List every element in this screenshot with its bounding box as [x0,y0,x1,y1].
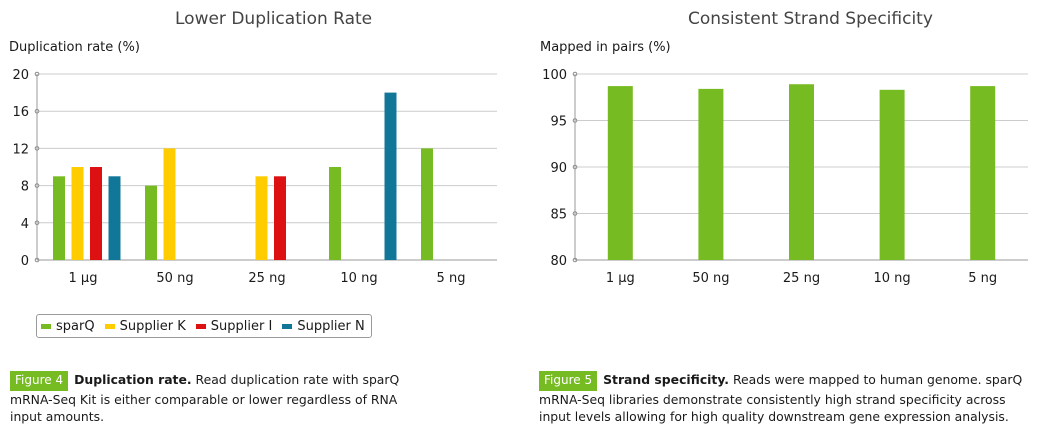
bar [90,167,102,260]
y-tick-label: 12 [12,142,29,157]
bars [607,84,996,260]
x-tick-label: 10 ng [874,271,911,286]
x-tick-label: 1 µg [606,271,635,286]
legend-label: Supplier K [119,318,186,334]
bar [274,176,286,260]
chart-legend: sparQ Supplier K Supplier I Supplier N [36,314,372,338]
bar [108,176,121,260]
strand-chart-panel: Consistent Strand Specificity Mapped in … [520,0,1039,446]
legend-item-supplier-n: Supplier N [282,318,365,334]
legend-swatch [104,323,115,329]
legend-item-supplier-k: Supplier K [104,318,186,334]
legend-swatch [195,323,206,329]
duplication-bar-chart: 0 4 8 12 16 20 1 µg 50 ng 25 ng 10 ng 5 ng [12,68,497,286]
chart-title: Consistent Strand Specificity [688,9,933,29]
duplication-chart-panel: Lower Duplication Rate Duplication rate … [9,9,497,425]
bars [53,92,433,260]
x-tick-label: 50 ng [156,271,193,286]
legend-label: Supplier I [210,318,273,334]
y-tick-label: 4 [21,217,29,232]
figure-caption-left: Figure 4 Duplication rate. Read duplicati… [10,371,430,425]
x-tick-label: 5 ng [437,271,466,286]
caption-text: Read duplication rate with sparQ mRNA-Se… [10,372,400,424]
x-tick-label: 25 ng [783,271,820,286]
bar [255,176,268,260]
x-tick-label: 25 ng [248,271,285,286]
x-tick-label: 1 µg [69,271,98,286]
bar [698,88,724,260]
bar [71,167,84,260]
y-tick-label: 90 [550,161,567,176]
chart-title: Lower Duplication Rate [175,9,373,29]
bar [329,167,341,260]
figure-caption-right: Figure 5 Strand specificity. Reads were m… [539,371,1029,425]
y-tick-label: 95 [550,115,567,130]
y-axis-label: Mapped in pairs (%) [540,40,671,55]
bar [53,176,65,260]
caption-text: Reads were mapped to human genome. sparQ… [539,372,1023,424]
figure-badge: Figure 5 [539,371,598,391]
bar [145,185,157,260]
x-tick-label: 5 ng [968,271,997,286]
y-tick-label: 100 [542,68,567,83]
y-tick-label: 8 [21,180,29,195]
y-tick-label: 85 [550,208,567,223]
y-tick-label: 20 [12,68,29,83]
y-tick-label: 0 [21,254,29,269]
bar [607,86,633,260]
legend-swatch [282,323,293,329]
caption-heading: Duplication rate. [74,372,192,387]
legend-label: sparQ [56,318,95,334]
x-tick-label: 10 ng [340,271,377,286]
y-tick-label: 80 [550,254,567,269]
y-axis-label: Duplication rate (%) [9,40,140,55]
bar [970,86,996,260]
caption-heading: Strand specificity. [603,372,730,387]
bar [879,89,905,260]
legend-item-sparq: sparQ [41,319,95,334]
bar [789,84,814,260]
legend-swatch [41,323,51,329]
legend-label: Supplier N [297,318,365,334]
legend-item-supplier-i: Supplier I [195,318,273,334]
bar [421,148,433,260]
strand-bar-chart: 80 85 90 95 100 1 µg 50 ng 25 ng 10 ng 5 ng [542,68,1028,286]
figure-badge: Figure 4 [10,371,69,391]
bar [163,148,176,260]
y-tick-label: 16 [12,105,29,120]
bar [384,92,397,260]
x-tick-label: 50 ng [692,271,729,286]
